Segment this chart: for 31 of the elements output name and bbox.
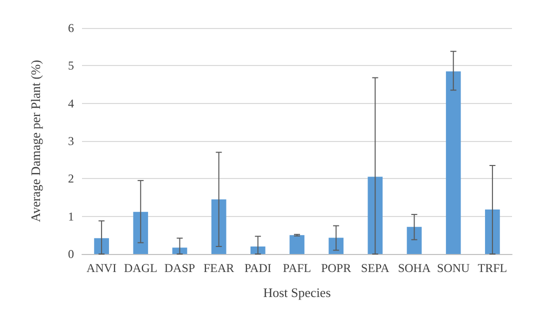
bar xyxy=(406,226,422,254)
y-tick-label: 0 xyxy=(68,247,74,261)
bar xyxy=(211,199,226,254)
x-axis-title: Host Species xyxy=(263,285,331,300)
x-tick-label: SOHA xyxy=(398,261,431,275)
y-tick-label: 6 xyxy=(68,21,74,35)
bar xyxy=(328,238,344,254)
y-tick-label: 5 xyxy=(68,58,74,73)
bar xyxy=(446,71,461,254)
y-axis-title: Average Damage per Plant (%) xyxy=(28,60,43,222)
bar xyxy=(290,235,304,254)
x-tick-label: PAFL xyxy=(282,261,312,275)
x-tick-label: DAGL xyxy=(124,261,158,275)
bar xyxy=(485,210,500,254)
bar xyxy=(368,176,383,254)
y-tick-label: 3 xyxy=(68,134,74,148)
x-tick-label: SONU xyxy=(437,261,470,275)
x-tick-label: DASP xyxy=(164,261,196,275)
x-tick-label: SEPA xyxy=(361,261,390,275)
bar xyxy=(172,248,188,254)
x-tick-label: POPR xyxy=(321,261,352,275)
y-tick-label: 1 xyxy=(68,209,74,224)
y-tick-label: 4 xyxy=(68,96,74,110)
y-tick-label: 2 xyxy=(68,172,74,186)
bar xyxy=(133,212,148,254)
x-tick-label: TRFL xyxy=(478,261,508,275)
bar xyxy=(94,238,109,254)
bar xyxy=(250,246,266,254)
x-tick-label: PADI xyxy=(244,261,272,275)
x-tick-label: FEAR xyxy=(203,261,234,275)
x-tick-label: ANVI xyxy=(86,261,117,275)
